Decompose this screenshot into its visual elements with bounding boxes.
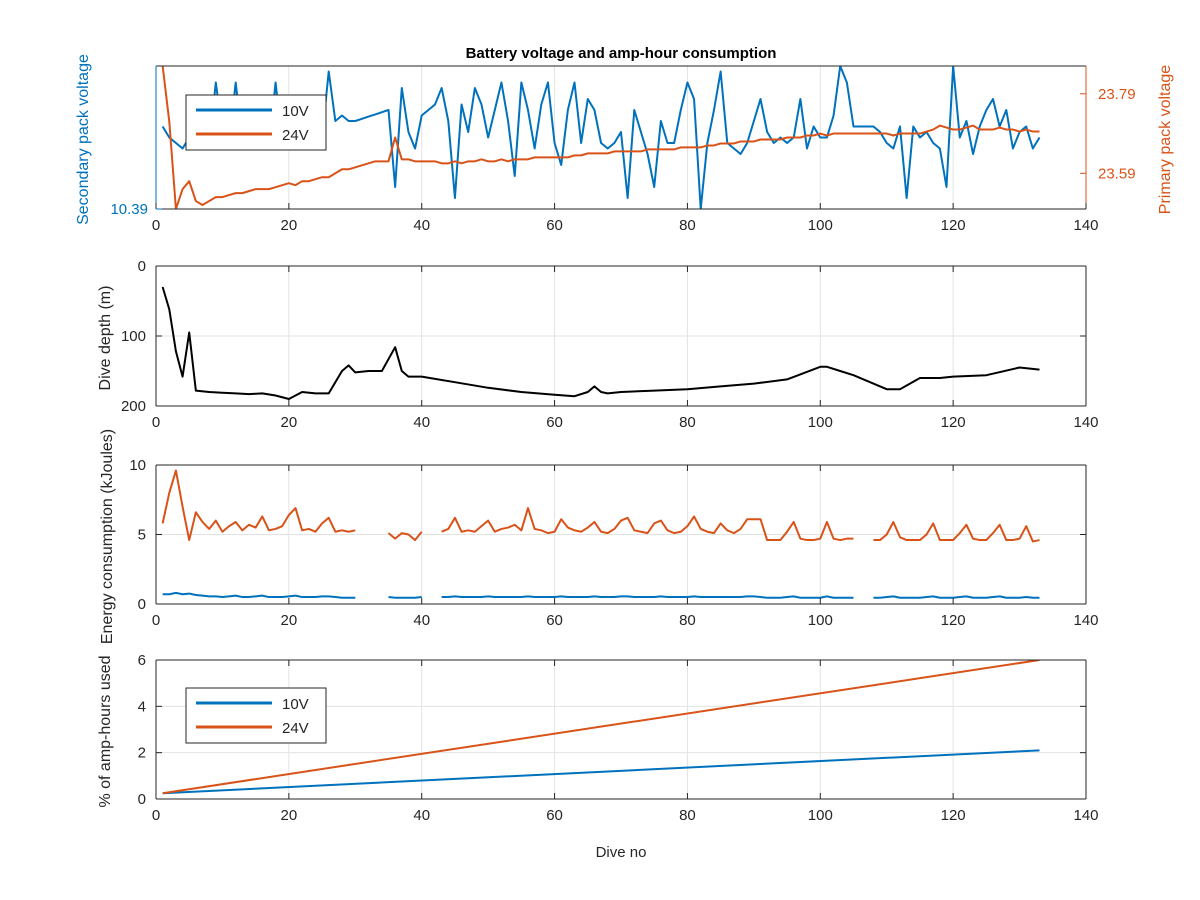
x-tick-label: 40 <box>413 807 430 824</box>
y-tick-label: 0 <box>138 258 146 275</box>
y-right-tick-label: 23.79 <box>1098 86 1136 103</box>
panel-depth: 0 20 40 60 80 100 120 140 0 100 200 Dive depth (m) <box>97 258 1099 431</box>
chart-title: Battery voltage and amp-hour consumption <box>466 45 777 62</box>
x-tick-label: 100 <box>808 217 833 234</box>
x-tick-label: 120 <box>941 217 966 234</box>
y-tick-label: 5 <box>138 527 146 544</box>
x-tick-label: 140 <box>1073 807 1098 824</box>
legend-label-10v: 10V <box>282 696 309 713</box>
series-line-s1-seg0 <box>162 591 356 599</box>
x-tick-label: 60 <box>546 414 563 431</box>
x-tick-label: 100 <box>808 612 833 629</box>
x-tick-label: 100 <box>808 807 833 824</box>
panel-amp-hours: 0 20 40 60 80 100 120 140 0 2 4 6 % of amp-hours use… <box>97 652 1099 861</box>
series-line-10v <box>162 749 1040 795</box>
x-tick-label: 140 <box>1073 414 1098 431</box>
panel-voltage: 0 20 40 60 80 100 120 140 10.39 23.59 23.79 Seconda… <box>75 54 1174 234</box>
panel-energy: 0 20 40 60 80 100 120 140 0 5 10 Energy consumption… <box>99 429 1099 644</box>
legend-box <box>185 94 327 151</box>
plot-area <box>162 660 1040 795</box>
series-line-24v <box>161 66 1040 209</box>
series-line-s0 <box>161 286 1040 400</box>
y-right-tick-label: 23.59 <box>1098 165 1136 182</box>
y-tick-label: 100 <box>121 328 146 345</box>
y-tick-label: 0 <box>138 596 146 613</box>
x-tick-label: 20 <box>281 217 298 234</box>
y-tick-label: 10 <box>129 457 146 474</box>
x-tick-label: 120 <box>941 414 966 431</box>
x-tick-label: 60 <box>546 807 563 824</box>
x-tick-label: 120 <box>941 612 966 629</box>
y-left-axis-label: Secondary pack voltage <box>75 54 92 225</box>
plot-area <box>161 286 1040 400</box>
x-tick-label: 0 <box>152 807 160 824</box>
y-left-tick-label: 10.39 <box>110 201 148 218</box>
y-tick-label: 200 <box>121 398 146 415</box>
x-tick-label: 20 <box>281 807 298 824</box>
y-axis-label: Dive depth (m) <box>97 286 114 391</box>
x-tick-label: 80 <box>679 612 696 629</box>
x-tick-label: 140 <box>1073 217 1098 234</box>
y-tick-label: 2 <box>138 745 146 762</box>
legend-box <box>185 687 327 744</box>
x-tick-label: 120 <box>941 807 966 824</box>
legend-label-24v: 24V <box>282 127 309 144</box>
x-tick-label: 0 <box>152 217 160 234</box>
series-line-s1-seg2 <box>441 595 854 599</box>
x-axis-label: Dive no <box>596 844 647 861</box>
plot-area <box>161 469 1040 599</box>
x-tick-label: 80 <box>679 807 696 824</box>
legend-label-10v: 10V <box>282 103 309 120</box>
series-line-s0-seg0 <box>161 469 356 542</box>
x-tick-label: 60 <box>546 217 563 234</box>
series-line-s1-seg3 <box>873 595 1040 599</box>
legend-label-24v: 24V <box>282 720 309 737</box>
y-tick-label: 0 <box>138 791 146 808</box>
x-tick-label: 40 <box>413 217 430 234</box>
y-right-axis-label: Primary pack voltage <box>1157 65 1174 214</box>
x-tick-label: 80 <box>679 414 696 431</box>
y-tick-label: 4 <box>138 698 146 715</box>
series-line-24v <box>162 660 1040 795</box>
y-axis-label: % of amp-hours used <box>97 655 114 807</box>
x-tick-label: 0 <box>152 414 160 431</box>
x-tick-label: 20 <box>281 414 298 431</box>
y-axis-label: Energy consumption (kJoules) <box>99 429 116 644</box>
series-line-s0-seg3 <box>873 520 1040 543</box>
series-line-s0-seg1 <box>387 531 423 542</box>
x-tick-label: 100 <box>808 414 833 431</box>
x-tick-label: 140 <box>1073 612 1098 629</box>
y-tick-label: 6 <box>138 652 146 669</box>
x-tick-label: 80 <box>679 217 696 234</box>
x-tick-label: 60 <box>546 612 563 629</box>
x-tick-label: 20 <box>281 612 298 629</box>
x-tick-label: 40 <box>413 612 430 629</box>
series-line-s1-seg1 <box>388 596 422 599</box>
x-tick-label: 0 <box>152 612 160 629</box>
series-line-s0-seg2 <box>441 507 854 542</box>
x-tick-label: 40 <box>413 414 430 431</box>
